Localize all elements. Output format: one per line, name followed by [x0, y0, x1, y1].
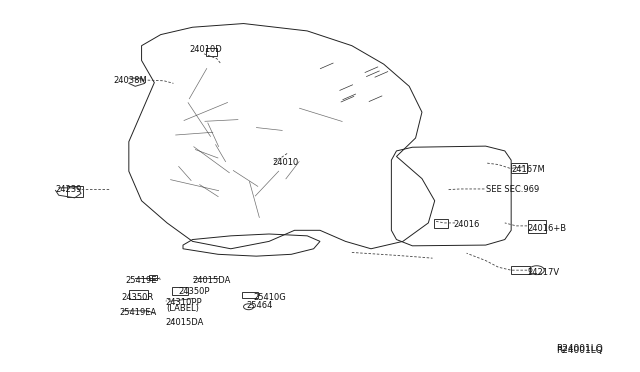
Bar	[511, 266, 531, 274]
Text: 24310PP: 24310PP	[166, 298, 202, 307]
Bar	[206, 48, 218, 57]
Text: 24167M: 24167M	[511, 165, 545, 174]
Text: 24015DA: 24015DA	[193, 276, 231, 285]
Text: R24001LQ: R24001LQ	[556, 346, 602, 355]
Text: 24350R: 24350R	[121, 293, 154, 302]
Text: 25410G: 25410G	[253, 293, 286, 302]
Text: R24001LQ: R24001LQ	[556, 344, 602, 353]
Bar	[511, 163, 527, 173]
Text: 24010D: 24010D	[189, 45, 222, 54]
Bar	[129, 289, 148, 299]
Text: 24016: 24016	[454, 220, 480, 229]
Bar	[242, 292, 258, 298]
Text: 24015DA: 24015DA	[166, 318, 204, 327]
Bar	[67, 186, 83, 197]
Bar	[149, 275, 157, 280]
Bar	[172, 287, 188, 295]
Text: 24350P: 24350P	[179, 287, 210, 296]
Bar	[528, 220, 545, 233]
Text: SEE SEC.969: SEE SEC.969	[486, 185, 539, 194]
Text: 25419EA: 25419EA	[119, 308, 157, 317]
Text: 25419E: 25419E	[125, 276, 157, 285]
Text: 24010: 24010	[272, 157, 298, 167]
Text: 24217V: 24217V	[527, 268, 559, 277]
Text: 25464: 25464	[246, 301, 273, 311]
Text: 24016+B: 24016+B	[527, 224, 566, 233]
Text: 24239: 24239	[56, 185, 82, 194]
Bar	[434, 219, 448, 228]
Text: 24038M: 24038M	[113, 76, 147, 85]
Text: (LABEL): (LABEL)	[166, 304, 198, 313]
